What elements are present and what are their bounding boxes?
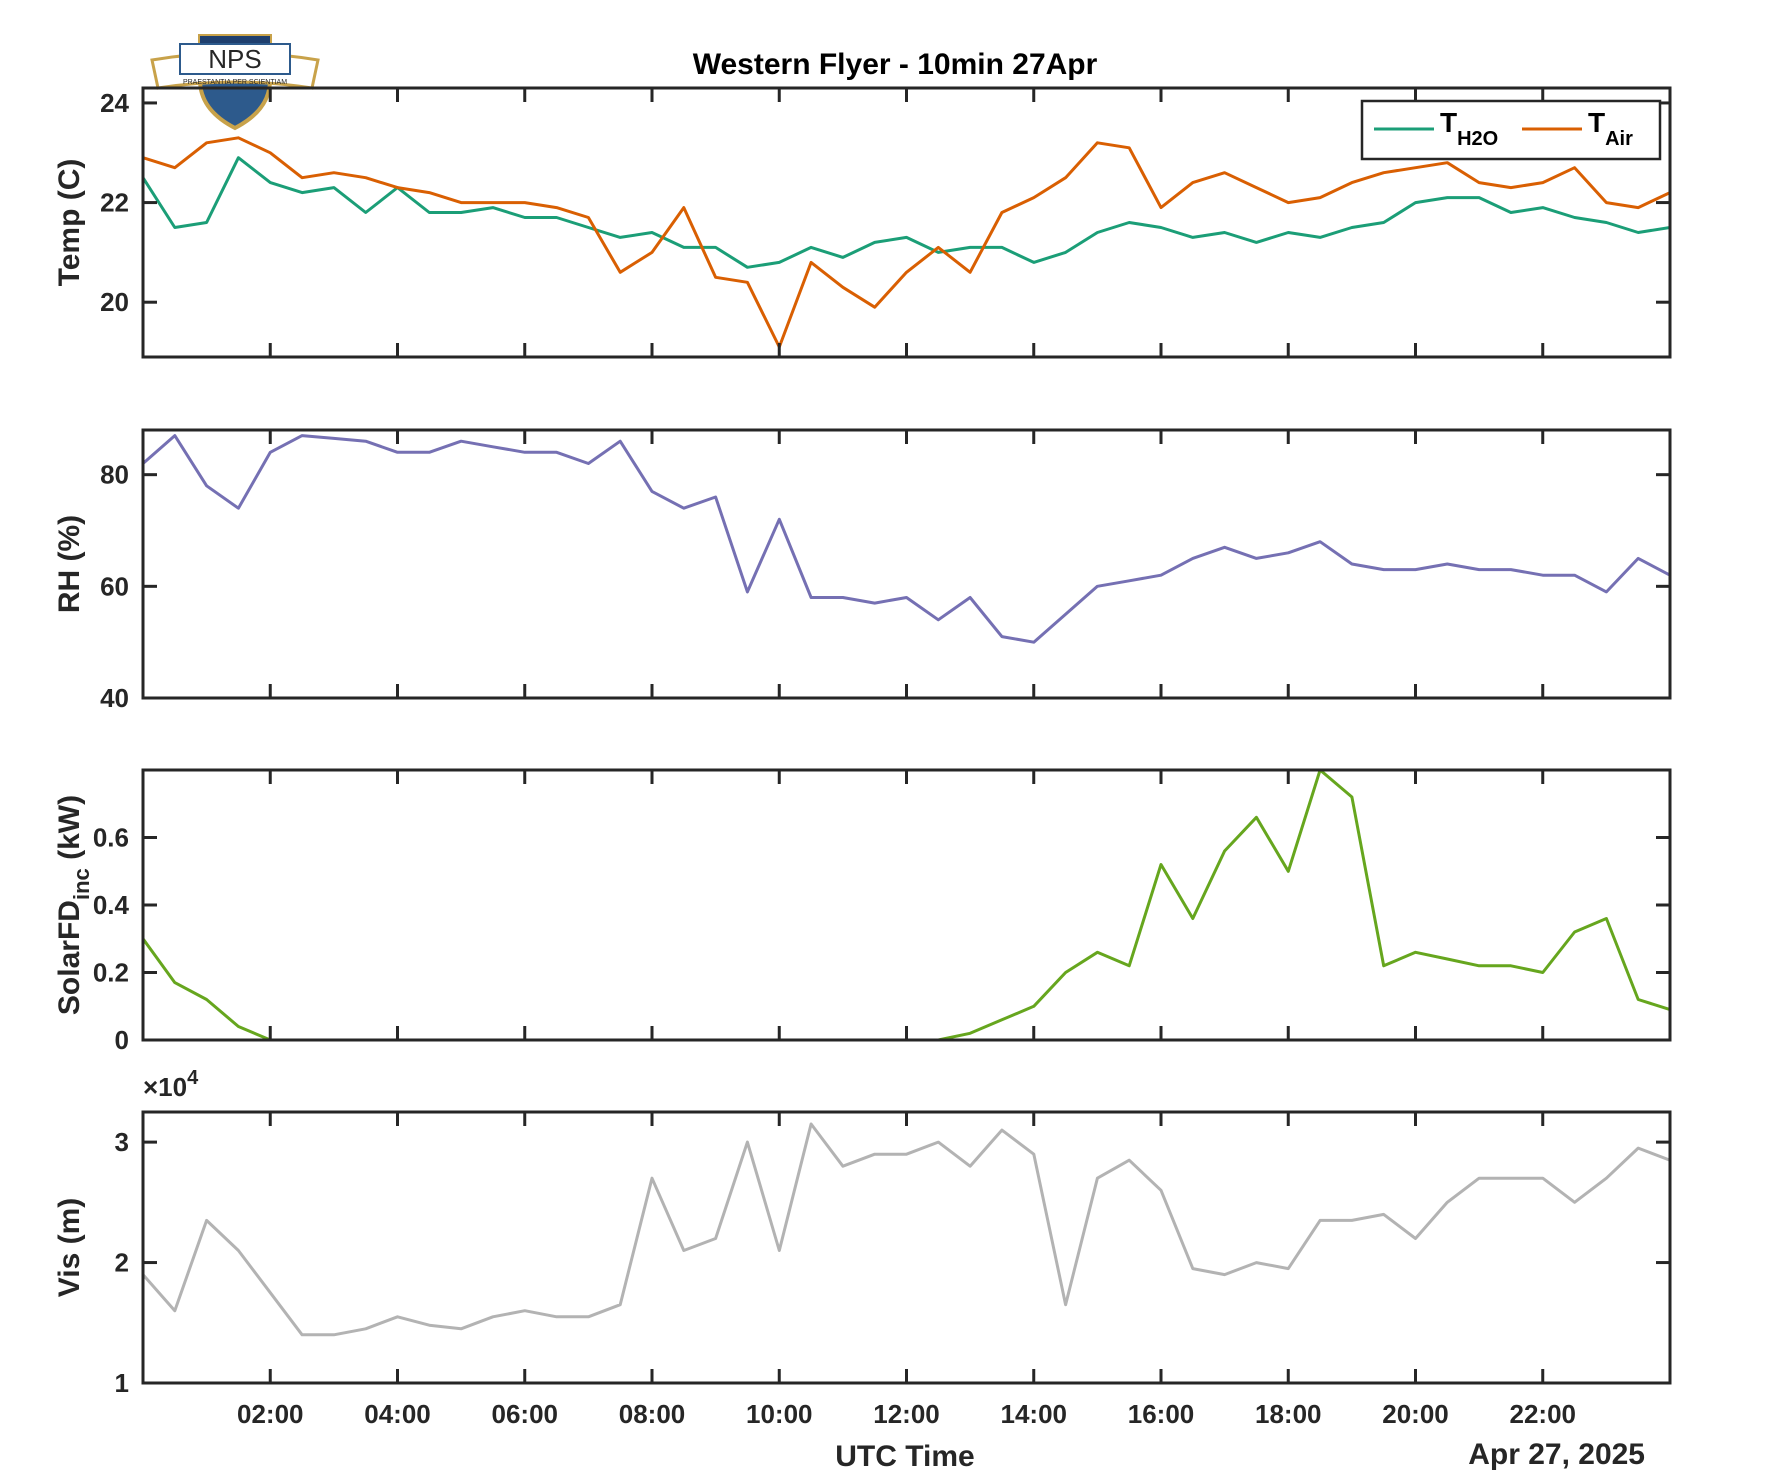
solar-y-tick-label: 0.4 <box>93 890 130 920</box>
logo-text: NPS <box>208 44 261 74</box>
vis-panel: 1 2 3 Vis (m) ×104 <box>53 1067 1672 1398</box>
x-tick-label: 10:00 <box>746 1399 813 1429</box>
x-tick-label: 06:00 <box>492 1399 559 1429</box>
temp-y-axis-label: Temp (C) <box>53 159 86 287</box>
temp-y-tick-label: 20 <box>100 287 129 317</box>
vis-y-axis-label: Vis (m) <box>53 1198 86 1297</box>
legend-entry-sub: H2O <box>1457 128 1498 150</box>
vis-exponent-power: 4 <box>187 1067 199 1089</box>
x-tick-label: 14:00 <box>1001 1399 1068 1429</box>
x-tick-label: 12:00 <box>873 1399 940 1429</box>
rh-y-tick-label: 60 <box>100 571 129 601</box>
solar-y-axis-label: SolarFDinc (kW) <box>53 795 94 1015</box>
temp-y-tick-label: 22 <box>100 188 129 218</box>
chart-title: Western Flyer - 10min 27Apr <box>693 48 1098 81</box>
solar-y-tick-label: 0 <box>115 1025 129 1055</box>
x-tick-label: 22:00 <box>1510 1399 1577 1429</box>
logo-motto: PRAESTANTIA PER SCIENTIAM <box>183 79 287 86</box>
legend-entry-main: T <box>1440 107 1457 138</box>
x-axis-label: UTC Time <box>835 1440 974 1473</box>
x-tick-label: 20:00 <box>1382 1399 1449 1429</box>
rh-y-tick-label: 80 <box>100 460 129 490</box>
legend-entry-main: T <box>1588 107 1605 138</box>
temp-y-tick-label: 24 <box>100 88 129 118</box>
x-tick-label: 16:00 <box>1128 1399 1195 1429</box>
nps-logo: NPS PRAESTANTIA PER SCIENTIAM <box>150 34 320 131</box>
legend-entry-1: TH2O <box>1440 107 1498 150</box>
x-tick-label: 02:00 <box>237 1399 304 1429</box>
solar-series-line-1 <box>143 770 1670 1040</box>
vis-y-tick-label: 2 <box>115 1248 129 1278</box>
nps-text-box <box>179 43 291 75</box>
rh-y-tick-label: 40 <box>100 683 129 713</box>
vis-exponent-label: ×104 <box>143 1067 199 1102</box>
x-tick-label: 08:00 <box>619 1399 686 1429</box>
rh-y-axis-label: RH (%) <box>53 515 86 613</box>
x-tick-labels: 02:00 04:00 06:00 08:00 10:00 12:00 14:00 16:00… <box>237 1399 1576 1429</box>
rh-panel: 40 60 80 RH (%) <box>53 428 1672 713</box>
date-label: Apr 27, 2025 <box>1468 1438 1645 1471</box>
x-tick-label: 04:00 <box>364 1399 431 1429</box>
rh-series-line-1 <box>143 434 1670 644</box>
vis-series-line-1 <box>143 1122 1670 1337</box>
solar-y-tick-label: 0.2 <box>93 958 129 988</box>
x-tick-label: 18:00 <box>1255 1399 1322 1429</box>
vis-y-tick-label: 1 <box>115 1368 129 1398</box>
temp-series-line-2 <box>143 136 1670 349</box>
solar-y-axis-label-sub: inc <box>69 868 94 900</box>
solar-y-axis-label-main: SolarFD <box>53 900 86 1015</box>
legend-entry-2: TAir <box>1588 107 1633 150</box>
legend-entry-sub: Air <box>1605 128 1633 150</box>
vis-y-tick-label: 3 <box>115 1127 129 1157</box>
solar-y-tick-label: 0.6 <box>93 823 129 853</box>
vis-exponent-base: ×10 <box>143 1072 187 1102</box>
solar-y-axis-label-unit: (kW) <box>53 795 86 868</box>
